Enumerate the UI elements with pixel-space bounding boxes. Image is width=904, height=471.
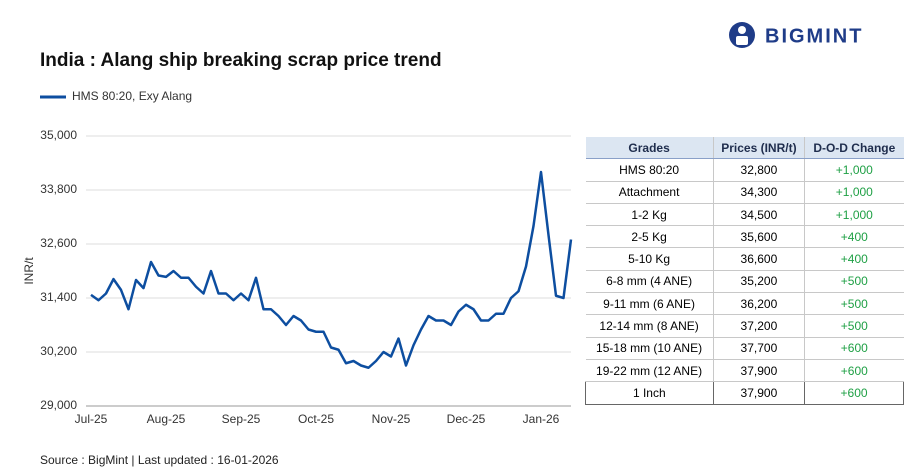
table-row: 6-8 mm (4 ANE) 35,200 +500	[585, 270, 904, 294]
price-cell: 34,500	[712, 203, 806, 227]
x-tick-label: Sep-25	[222, 412, 261, 426]
x-tick-label: Aug-25	[147, 412, 186, 426]
table-row: Attachment 34,300 +1,000	[585, 181, 904, 204]
change-cell: +400	[804, 225, 904, 249]
change-cell: +400	[804, 247, 904, 271]
change-cell: +500	[804, 314, 904, 338]
y-tick-label: 33,800	[40, 182, 77, 196]
grade-cell: 6-8 mm (4 ANE)	[585, 270, 714, 294]
source: Source : BigMint | Last updated : 16-01-…	[40, 453, 279, 467]
legend-label: HMS 80:20, Exy Alang	[72, 89, 192, 103]
change-cell: +500	[804, 292, 904, 316]
y-tick-label: 32,600	[40, 236, 77, 250]
y-tick-label: 35,000	[40, 128, 77, 142]
grade-cell: 1-2 Kg	[585, 203, 714, 227]
table-row: 12-14 mm (8 ANE) 37,200 +500	[585, 314, 904, 338]
table-row: HMS 80:20 32,800 +1,000	[585, 158, 904, 182]
price-cell: 37,900	[712, 359, 806, 383]
y-tick-label: 30,200	[40, 344, 77, 358]
table-row: 15-18 mm (10 ANE) 37,700 +600	[585, 337, 904, 360]
header-cell: Grades	[585, 137, 714, 160]
table-row: 1 Inch 37,900 +600	[585, 381, 904, 405]
chart-title: India : Alang ship breaking scrap price …	[40, 50, 442, 71]
grade-cell: 15-18 mm (10 ANE)	[585, 337, 714, 360]
price-cell: 37,900	[712, 381, 806, 405]
header-cell: Prices (INR/t)	[712, 137, 806, 160]
grade-cell: 12-14 mm (8 ANE)	[585, 314, 714, 338]
x-tick-label: Dec-25	[447, 412, 486, 426]
price-cell: 32,800	[712, 158, 806, 182]
price-line	[90, 170, 573, 369]
table-row: 5-10 Kg 36,600 +400	[585, 247, 904, 271]
x-tick-label: Jul-25	[75, 412, 108, 426]
change-cell: +1,000	[804, 203, 904, 227]
price-cell: 36,200	[712, 292, 806, 316]
grade-cell: 5-10 Kg	[585, 247, 714, 271]
grade-cell: Attachment	[585, 181, 714, 204]
change-cell: +500	[804, 270, 904, 294]
change-cell: +600	[804, 359, 904, 383]
price-cell: 35,200	[712, 270, 806, 294]
y-tick-label: 31,400	[40, 290, 77, 304]
table-row: 19-22 mm (12 ANE) 37,900 +600	[585, 359, 904, 383]
logo-icon	[729, 22, 755, 48]
change-cell: +600	[804, 337, 904, 360]
table-row: 1-2 Kg 34,500 +1,000	[585, 203, 904, 227]
change-cell: +1,000	[804, 181, 904, 204]
price-cell: 35,600	[712, 225, 806, 249]
table-row: 9-11 mm (6 ANE) 36,200 +500	[585, 292, 904, 316]
grade-cell: 1 Inch	[585, 381, 714, 405]
x-tick-label: Nov-25	[372, 412, 411, 426]
x-tick-label: Jan-26	[523, 412, 560, 426]
table-row: 2-5 Kg 35,600 +400	[585, 225, 904, 249]
price-cell: 36,600	[712, 247, 806, 271]
table-header-row: Grades Prices (INR/t) D-O-D Change	[585, 137, 904, 160]
price-cell: 37,200	[712, 314, 806, 338]
grade-cell: 9-11 mm (6 ANE)	[585, 292, 714, 316]
logo: BIGMINT	[765, 25, 863, 47]
y-axis-label: INR/t	[22, 257, 36, 285]
grade-cell: 2-5 Kg	[585, 225, 714, 249]
y-tick-label: 29,000	[40, 398, 77, 412]
grade-cell: 19-22 mm (12 ANE)	[585, 359, 714, 383]
change-cell: +600	[804, 381, 904, 405]
grade-cell: HMS 80:20	[585, 158, 714, 182]
price-table: Grades Prices (INR/t) D-O-D Change HMS 80:2…	[585, 137, 904, 405]
price-cell: 34,300	[712, 181, 806, 204]
price-cell: 37,700	[712, 337, 806, 360]
header-cell: D-O-D Change	[804, 137, 904, 160]
change-cell: +1,000	[804, 158, 904, 182]
x-tick-label: Oct-25	[298, 412, 334, 426]
